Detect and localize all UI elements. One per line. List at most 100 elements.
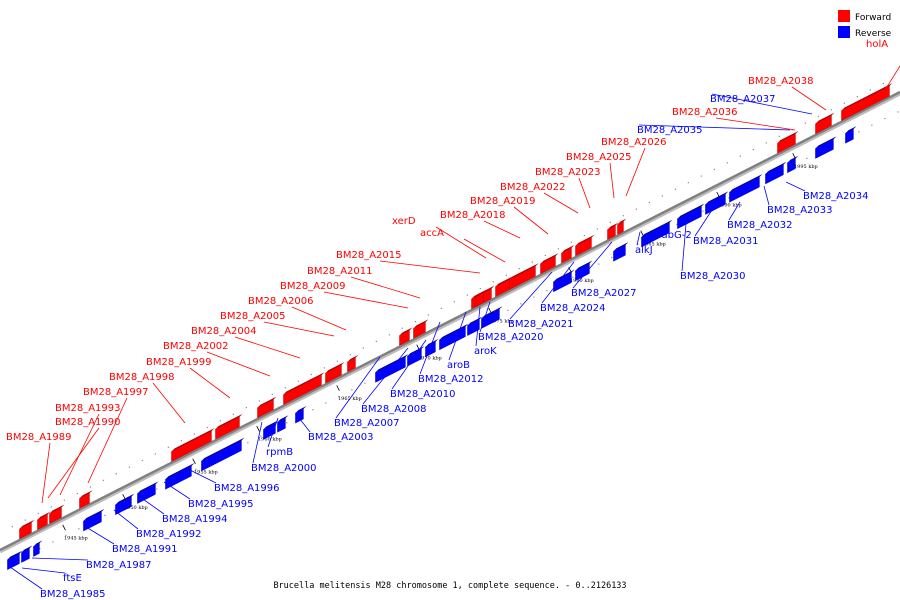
reverse-gene-label[interactable]: BM28_A2000 <box>251 463 317 474</box>
reverse-gene-label[interactable]: BM28_A2027 <box>571 288 637 299</box>
forward-gene-label[interactable]: BM28_A2018 <box>440 210 506 221</box>
reverse-gene-label[interactable]: rpmB <box>266 447 293 458</box>
forward-gene-box[interactable] <box>171 430 212 462</box>
reverse-gene-label[interactable]: BM28_A2020 <box>478 332 544 343</box>
reverse-gene-label[interactable]: BM28_A1996 <box>214 483 280 494</box>
forward-gene-label[interactable]: BM28_A2005 <box>220 311 286 322</box>
forward-gene-label[interactable]: BM28_A2015 <box>336 250 402 261</box>
forward-gene-label[interactable]: BM28_A2004 <box>191 326 257 337</box>
reverse-gene-label[interactable]: fabG-2 <box>658 230 692 241</box>
forward-gene-label[interactable]: BM28_A2009 <box>280 281 346 292</box>
reverse-gene-label[interactable]: BM28_A2024 <box>540 303 606 314</box>
reverse-gene-label[interactable]: aroK <box>474 346 497 357</box>
forward-gene-box[interactable] <box>325 364 342 384</box>
reverse-gene-box[interactable] <box>705 193 726 215</box>
forward-gene-label[interactable]: BM28_A2025 <box>566 152 632 163</box>
forward-gene-label[interactable]: BM28_A2011 <box>307 266 373 277</box>
reverse-gene-box[interactable] <box>439 326 466 351</box>
forward-gene-label[interactable]: BM28_A2036 <box>672 107 738 118</box>
reverse-gene-box[interactable] <box>467 319 480 336</box>
reverse-gene-box[interactable] <box>613 244 626 262</box>
reverse-gene-label[interactable]: BM28_A1994 <box>162 514 228 525</box>
forward-gene-box[interactable] <box>37 514 48 531</box>
reverse-gene-box[interactable] <box>553 272 572 293</box>
reverse-gene-box[interactable] <box>201 440 242 472</box>
forward-gene-box[interactable] <box>561 247 572 264</box>
reverse-gene-box[interactable] <box>277 417 286 433</box>
forward-gene-label[interactable]: BM28_A2023 <box>535 167 601 178</box>
forward-gene-label[interactable]: BM28_A2038 <box>748 76 814 87</box>
reverse-gene-label[interactable]: BM28_A2033 <box>767 205 833 216</box>
reverse-gene-box[interactable] <box>677 206 702 230</box>
forward-gene-label[interactable]: BM28_A1993 <box>55 403 121 414</box>
reverse-gene-box[interactable] <box>765 164 784 185</box>
reverse-gene-box[interactable] <box>845 128 854 144</box>
forward-gene-box[interactable] <box>399 330 410 346</box>
forward-gene-box[interactable] <box>79 492 90 509</box>
forward-gene-label[interactable]: xerD <box>392 216 416 227</box>
reverse-gene-box[interactable] <box>263 422 276 440</box>
forward-gene-box[interactable] <box>283 374 322 405</box>
reverse-gene-label[interactable]: ftsE <box>63 573 82 584</box>
forward-gene-box[interactable] <box>19 522 32 540</box>
reverse-gene-box[interactable] <box>137 484 156 504</box>
forward-gene-box[interactable] <box>509 265 536 290</box>
reverse-gene-box[interactable] <box>83 511 102 532</box>
reverse-gene-box[interactable] <box>815 139 834 159</box>
forward-gene-box[interactable] <box>257 399 274 419</box>
reverse-gene-label[interactable]: BM28_A1992 <box>136 529 202 540</box>
reverse-gene-label[interactable]: BM28_A1995 <box>188 499 254 510</box>
reverse-gene-label[interactable]: BM28_A1987 <box>86 560 152 571</box>
forward-gene-box[interactable] <box>575 237 592 257</box>
forward-gene-label[interactable]: BM28_A2026 <box>601 137 667 148</box>
reverse-gene-label[interactable]: aroB <box>447 360 470 371</box>
forward-gene-box[interactable] <box>49 507 62 524</box>
reverse-gene-label[interactable]: BM28_A2034 <box>803 191 869 202</box>
forward-gene-box[interactable] <box>841 85 890 121</box>
forward-gene-label[interactable]: BM28_A2019 <box>470 196 536 207</box>
forward-gene-box[interactable] <box>347 357 356 373</box>
reverse-gene-label[interactable]: BM28_A2032 <box>727 220 793 231</box>
forward-gene-label[interactable]: BM28_A1990 <box>55 417 121 428</box>
reverse-gene-label[interactable]: BM28_A2021 <box>508 319 574 330</box>
forward-gene-label[interactable]: accA <box>420 228 444 239</box>
reverse-gene-label[interactable]: BM28_A2010 <box>390 389 456 400</box>
forward-gene-label[interactable]: holA <box>866 39 888 50</box>
reverse-gene-box[interactable] <box>787 158 796 174</box>
forward-gene-box[interactable] <box>215 416 240 440</box>
forward-gene-box[interactable] <box>777 133 796 154</box>
reverse-gene-box[interactable] <box>21 548 30 563</box>
reverse-gene-box[interactable] <box>295 408 304 424</box>
forward-gene-box[interactable] <box>413 321 426 339</box>
reverse-gene-label[interactable]: BM28_A1991 <box>112 544 178 555</box>
reverse-gene-box[interactable] <box>33 543 40 557</box>
reverse-gene-box[interactable] <box>575 263 590 281</box>
reverse-gene-label[interactable]: BM28_A2035 <box>637 125 703 136</box>
forward-gene-label[interactable]: BM28_A2022 <box>500 182 566 193</box>
forward-gene-label[interactable]: BM28_A1999 <box>146 357 212 368</box>
forward-gene-label[interactable]: BM28_A2006 <box>248 296 314 307</box>
reverse-gene-label[interactable]: BM28_A1985 <box>40 589 106 600</box>
reverse-gene-label[interactable]: BM28_A2031 <box>693 236 759 247</box>
reverse-gene-label[interactable]: BM28_A2007 <box>334 418 400 429</box>
reverse-gene-label[interactable]: BM28_A2037 <box>710 94 776 105</box>
forward-gene-box[interactable] <box>475 292 484 308</box>
reverse-gene-box[interactable] <box>7 553 20 571</box>
reverse-gene-label[interactable]: BM28_A2003 <box>308 432 374 443</box>
reverse-gene-label[interactable]: BM28_A2008 <box>361 404 427 415</box>
forward-gene-box[interactable] <box>617 221 624 235</box>
reverse-gene-box[interactable] <box>493 308 500 323</box>
reverse-gene-box[interactable] <box>647 222 670 245</box>
reverse-gene-label[interactable]: BM28_A2030 <box>680 271 746 282</box>
forward-gene-label[interactable]: BM28_A2002 <box>163 341 229 352</box>
forward-gene-label[interactable]: BM28_A1997 <box>83 387 149 398</box>
reverse-gene-label[interactable]: alkJ <box>635 245 653 256</box>
forward-gene-box[interactable] <box>607 225 616 240</box>
reverse-gene-label[interactable]: BM28_A2012 <box>418 374 484 385</box>
reverse-gene-box[interactable] <box>165 465 192 490</box>
reverse-gene-box[interactable] <box>729 176 760 203</box>
forward-gene-box[interactable] <box>815 115 832 135</box>
forward-gene-label[interactable]: BM28_A1998 <box>109 372 175 383</box>
forward-gene-box[interactable] <box>540 255 556 275</box>
forward-gene-label[interactable]: BM28_A1989 <box>6 432 72 443</box>
